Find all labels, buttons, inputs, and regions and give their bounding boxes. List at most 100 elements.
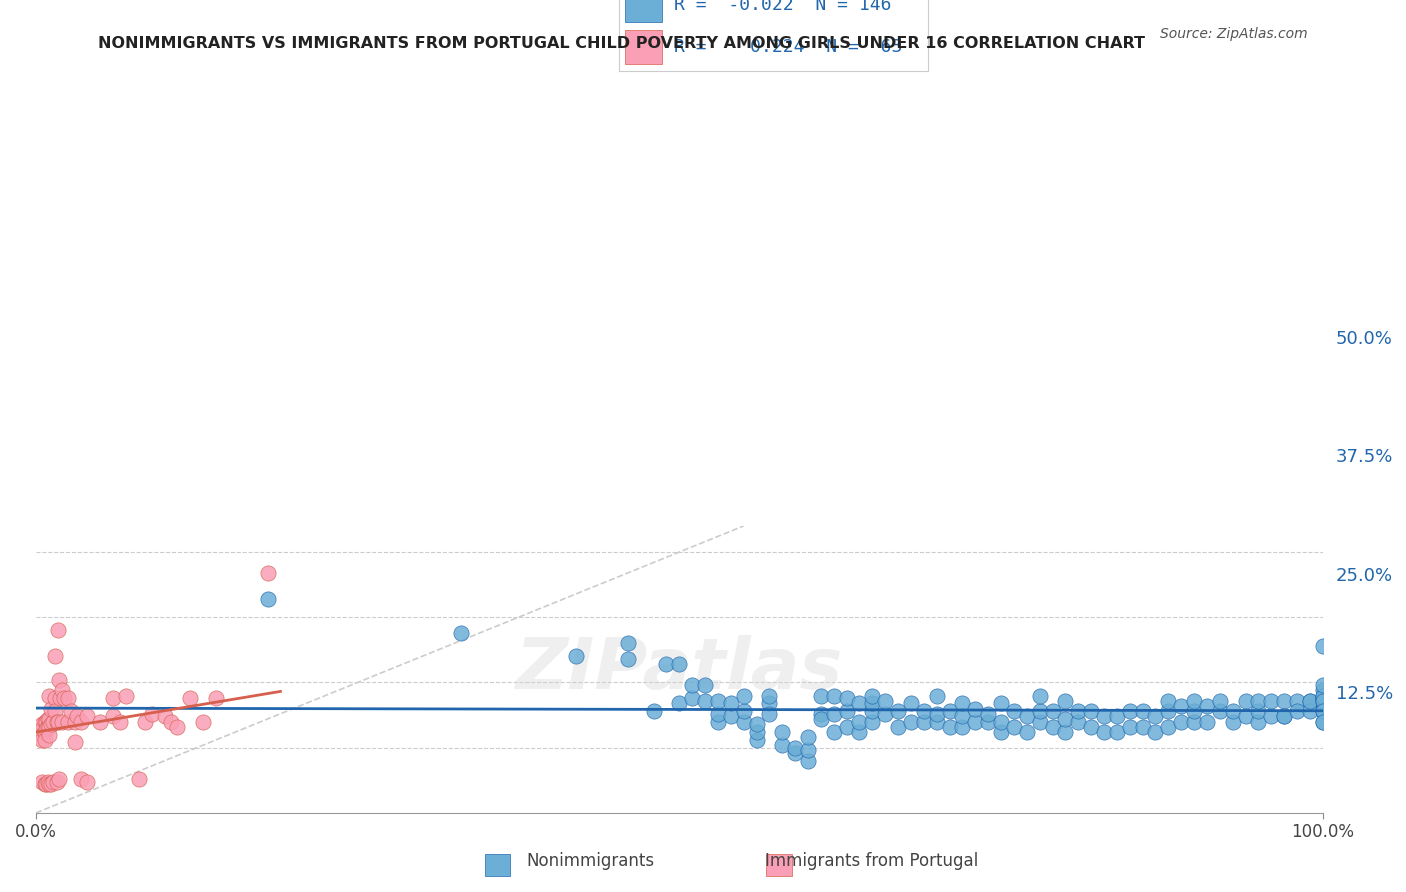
Point	[193, 714, 215, 729]
Point	[810, 706, 832, 721]
Point	[1299, 694, 1322, 708]
Point	[823, 689, 845, 703]
Text: NONIMMIGRANTS VS IMMIGRANTS FROM PORTUGAL CHILD POVERTY AMONG GIRLS UNDER 16 COR: NONIMMIGRANTS VS IMMIGRANTS FROM PORTUGA…	[98, 36, 1146, 51]
Point	[887, 704, 910, 718]
Point	[1209, 694, 1232, 708]
Point	[31, 732, 53, 747]
Point	[34, 725, 56, 739]
Point	[745, 725, 768, 739]
Point	[256, 592, 278, 607]
Point	[1299, 704, 1322, 718]
Point	[1080, 720, 1102, 734]
Point	[770, 725, 793, 739]
Point	[48, 772, 70, 786]
Point	[1118, 704, 1140, 718]
Point	[41, 777, 63, 791]
Point	[1157, 704, 1180, 718]
Point	[1144, 725, 1167, 739]
Point	[41, 717, 63, 731]
Point	[44, 691, 66, 706]
Point	[41, 714, 63, 729]
Point	[1170, 698, 1192, 713]
Point	[925, 689, 948, 703]
Point	[1285, 694, 1308, 708]
Point	[49, 691, 72, 706]
Point	[1247, 694, 1270, 708]
Point	[56, 714, 79, 729]
Point	[37, 720, 59, 734]
Point	[643, 704, 665, 718]
Point	[45, 774, 67, 789]
Text: 50.0%: 50.0%	[1336, 330, 1392, 348]
Point	[860, 714, 883, 729]
Point	[1247, 704, 1270, 718]
Text: Immigrants from Portugal: Immigrants from Portugal	[765, 852, 979, 870]
Point	[1312, 691, 1334, 706]
Point	[1312, 639, 1334, 653]
Point	[681, 678, 703, 692]
Point	[707, 694, 730, 708]
Point	[965, 701, 987, 715]
Point	[860, 689, 883, 703]
Point	[141, 706, 163, 721]
Point	[1028, 714, 1050, 729]
Point	[990, 696, 1012, 710]
Point	[565, 649, 588, 664]
Point	[35, 777, 58, 791]
Point	[1080, 704, 1102, 718]
Point	[89, 714, 111, 729]
Bar	[624, 0, 662, 22]
Point	[1234, 709, 1257, 723]
Point	[745, 732, 768, 747]
Point	[900, 714, 922, 729]
Point	[31, 717, 53, 731]
Point	[59, 704, 82, 718]
Point	[1105, 725, 1128, 739]
Point	[76, 709, 98, 723]
Point	[1182, 694, 1205, 708]
Point	[41, 701, 63, 715]
Point	[1312, 701, 1334, 715]
Point	[1015, 709, 1038, 723]
Point	[46, 624, 69, 638]
Text: Source: ZipAtlas.com: Source: ZipAtlas.com	[1160, 27, 1308, 41]
Point	[1092, 709, 1115, 723]
Point	[1260, 709, 1282, 723]
Point	[1157, 720, 1180, 734]
Point	[617, 636, 640, 650]
Point	[681, 691, 703, 706]
Point	[693, 694, 716, 708]
Point	[707, 706, 730, 721]
Point	[835, 704, 858, 718]
Point	[810, 712, 832, 726]
Point	[823, 725, 845, 739]
Point	[34, 714, 56, 729]
Point	[875, 706, 897, 721]
Point	[1209, 704, 1232, 718]
Point	[1312, 714, 1334, 729]
Point	[1272, 709, 1295, 723]
Point	[1054, 725, 1077, 739]
Point	[76, 774, 98, 789]
Point	[1092, 725, 1115, 739]
Point	[925, 706, 948, 721]
Point	[160, 714, 183, 729]
Point	[720, 696, 742, 710]
Point	[1312, 694, 1334, 708]
Point	[41, 774, 63, 789]
Point	[44, 649, 66, 664]
Point	[1312, 678, 1334, 692]
Point	[1312, 691, 1334, 706]
Point	[1054, 694, 1077, 708]
Point	[758, 706, 780, 721]
Point	[34, 732, 56, 747]
Point	[37, 774, 59, 789]
Point	[128, 772, 150, 786]
Point	[63, 714, 86, 729]
Point	[63, 735, 86, 749]
Point	[1132, 720, 1154, 734]
Text: 25.0%: 25.0%	[1336, 566, 1393, 585]
Point	[37, 712, 59, 726]
Point	[46, 714, 69, 729]
Point	[900, 696, 922, 710]
